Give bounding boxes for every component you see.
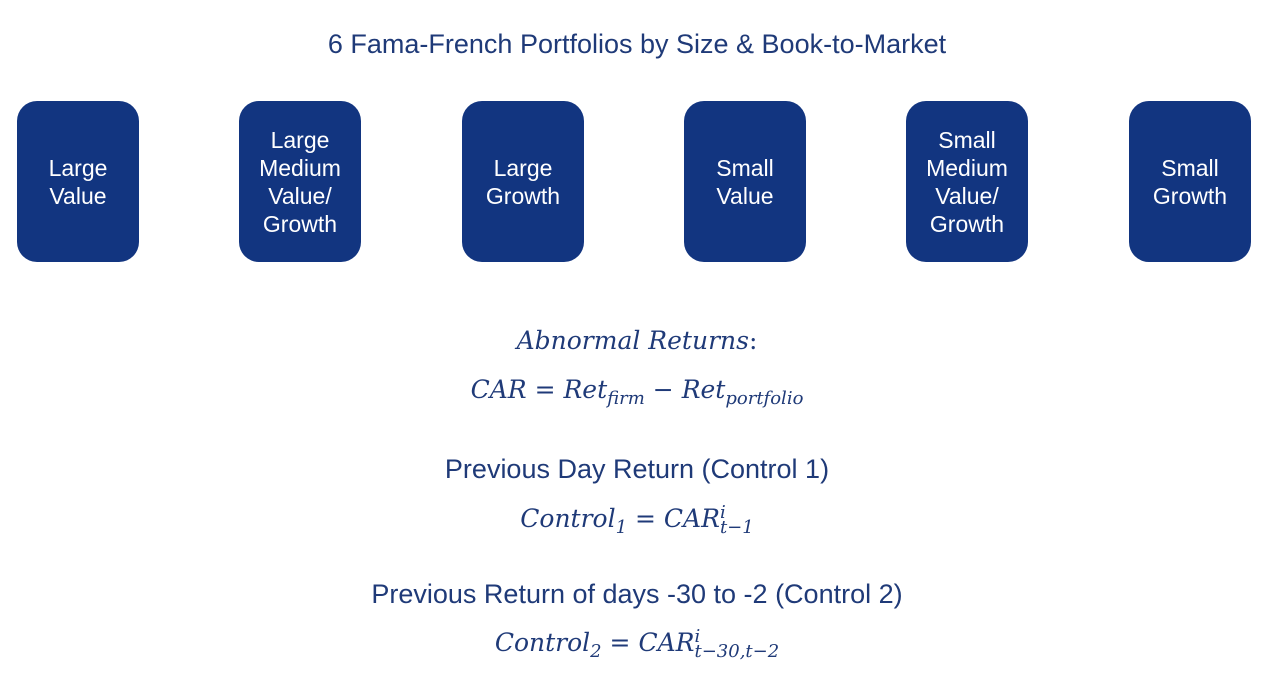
portfolio-label: Large Value	[48, 154, 108, 209]
portfolio-label: Small Value	[716, 154, 774, 209]
car-lhs: CAR	[470, 375, 527, 404]
portfolio-label: Small Growth	[1152, 154, 1228, 209]
diagram-title: 6 Fama-French Portfolios by Size & Book-…	[327, 29, 947, 59]
control1-rhs: CAR	[663, 504, 720, 533]
portfolio-box-small-value: Small Value	[684, 101, 806, 262]
portfolio-label: Small Medium Value/ Growth	[926, 126, 1008, 237]
equals-sign: =	[609, 628, 631, 657]
car-formula: CAR = Retfirm − Retportfolio	[0, 375, 1274, 409]
control1-lhs: Control	[520, 504, 616, 533]
ret-portfolio: Ret	[681, 375, 726, 404]
control1-heading: Previous Day Return (Control 1)	[444, 454, 830, 484]
control2-rhs: CAR	[638, 628, 695, 657]
ret-portfolio-subscript: portfolio	[725, 388, 804, 409]
control1-lhs-subscript: 1	[615, 517, 628, 538]
portfolio-box-small-growth: Small Growth	[1129, 101, 1251, 262]
portfolio-label: Large Medium Value/ Growth	[259, 126, 341, 237]
control1-formula: Control1 = CAR i t−1	[0, 502, 1274, 539]
control2-formula: Control2 = CAR i t−30,t−2	[0, 626, 1274, 663]
control1-rhs-superscript: i	[719, 502, 726, 523]
portfolio-box-small-medium: Small Medium Value/ Growth	[906, 101, 1028, 262]
control2-lhs-subscript: 2	[590, 641, 602, 662]
minus-sign: −	[652, 375, 674, 404]
control2-heading: Previous Return of days -30 to -2 (Contr…	[371, 579, 903, 609]
portfolio-box-large-value: Large Value	[17, 101, 139, 262]
portfolio-box-large-medium: Large Medium Value/ Growth	[239, 101, 361, 262]
control2-rhs-superscript: i	[694, 626, 701, 647]
control1-rhs-subscript: t−1	[719, 517, 754, 538]
portfolio-box-large-growth: Large Growth	[462, 101, 584, 262]
abnormal-returns-label: Abnormal Returns:	[0, 326, 1274, 355]
equals-sign: =	[534, 375, 556, 404]
ret-firm: Ret	[563, 375, 608, 404]
portfolio-label: Large Growth	[485, 154, 561, 209]
colon: :	[748, 326, 758, 355]
ret-firm-subscript: firm	[607, 388, 645, 409]
control2-rhs-subscript: t−30,t−2	[694, 641, 780, 662]
equals-sign: =	[635, 504, 656, 533]
abnormal-returns-text: Abnormal Returns	[516, 326, 749, 355]
control2-lhs: Control	[494, 628, 591, 657]
